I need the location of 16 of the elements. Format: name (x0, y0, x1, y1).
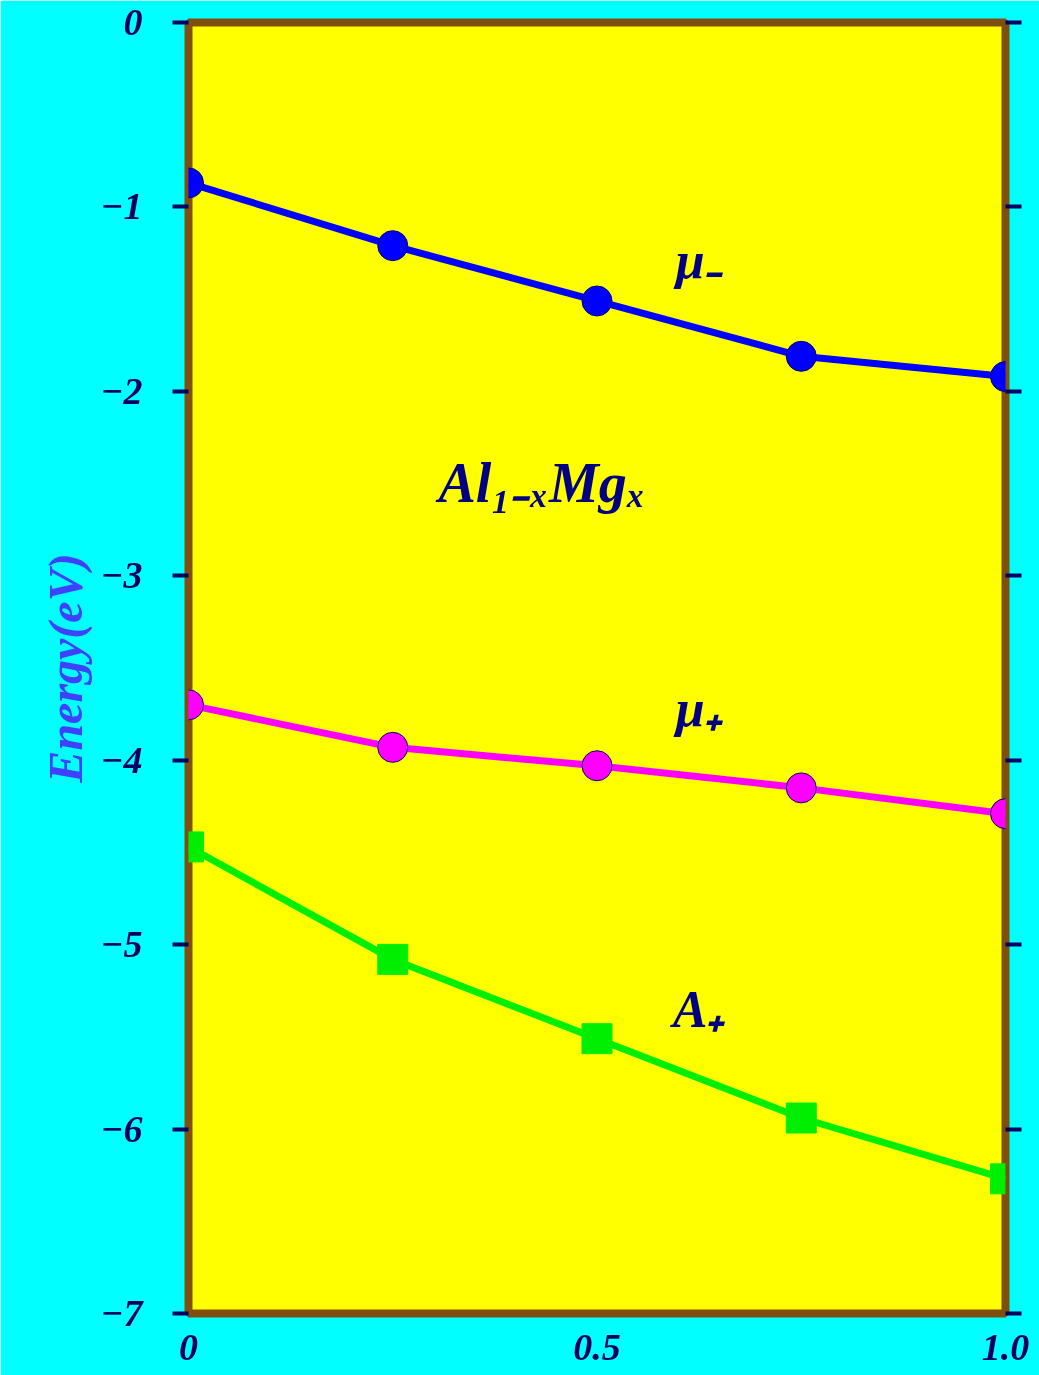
x-tick-label: 1.0 (981, 1325, 1030, 1368)
y-tick-label: 0 (123, 1, 143, 43)
series-label: μ₋ (672, 231, 723, 289)
x-tick-label: 0 (179, 1325, 198, 1368)
y-tick-label: −6 (100, 1107, 143, 1150)
y-tick-label: −1 (100, 185, 143, 228)
x-tick-label: 0.5 (573, 1325, 621, 1368)
y-tick-label: −5 (100, 923, 143, 966)
annotation: Al₁₋ₓMgₓ (435, 451, 646, 514)
series-label: μ₊ (672, 679, 723, 737)
y-tick-label: −3 (100, 554, 143, 597)
y-tick-label: −2 (100, 369, 143, 412)
series-label: A₊ (669, 981, 726, 1039)
y-axis-title: Energy(eV) (39, 553, 94, 784)
y-tick-label: −7 (100, 1292, 145, 1334)
y-tick-label: −4 (100, 738, 143, 781)
